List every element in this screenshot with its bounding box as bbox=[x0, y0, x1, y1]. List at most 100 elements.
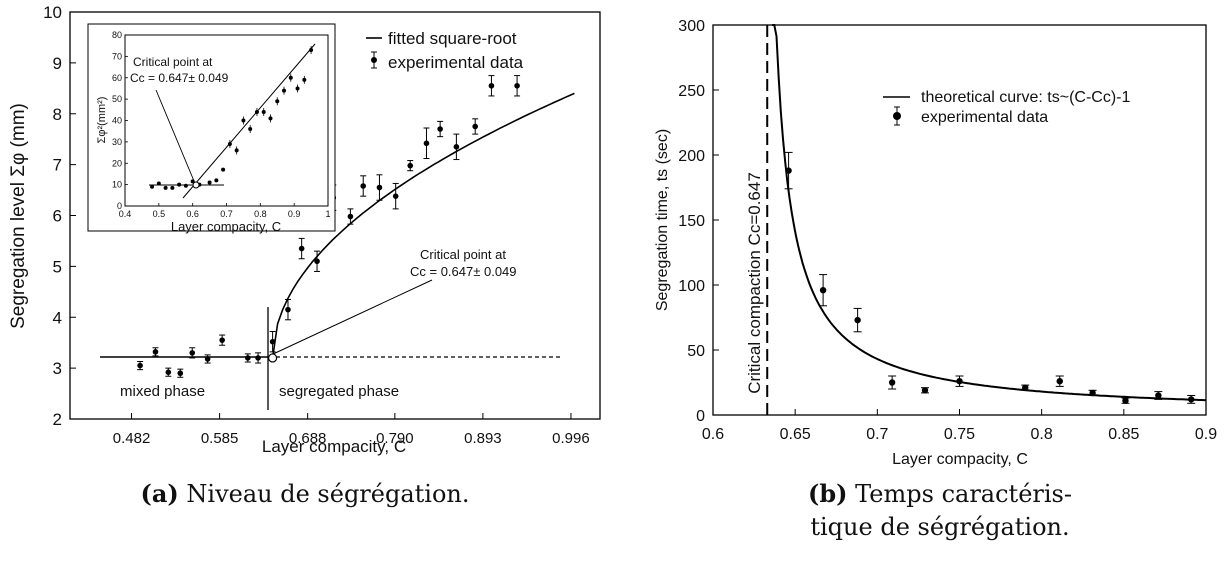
inset-xtick-label: 0.5 bbox=[153, 209, 166, 219]
a-marker bbox=[152, 349, 159, 355]
a-marker bbox=[472, 123, 478, 130]
a-ytick-label: 5 bbox=[53, 257, 62, 276]
b-data-point bbox=[1088, 389, 1097, 397]
a-data-point bbox=[423, 127, 430, 160]
a-marker bbox=[189, 350, 196, 356]
a-marker bbox=[514, 82, 520, 89]
inset-xtick-label: 0.9 bbox=[288, 209, 301, 219]
b-marker bbox=[921, 387, 929, 394]
inset-marker bbox=[177, 182, 182, 187]
inset-xtick-label: 1 bbox=[325, 209, 330, 219]
b-ytick-label: 200 bbox=[678, 148, 705, 165]
b-marker bbox=[1022, 384, 1029, 391]
inset-marker bbox=[241, 118, 246, 123]
a-data-point bbox=[376, 174, 383, 201]
panel-b-plot-frame bbox=[712, 24, 1207, 416]
a-ytick-label: 9 bbox=[53, 54, 62, 73]
inset-data-point bbox=[170, 185, 175, 190]
b-xtick-label: 0.9 bbox=[1195, 426, 1217, 443]
theoretical-curve bbox=[772, 24, 1207, 402]
b-ytick-label: 150 bbox=[678, 213, 705, 230]
b-marker bbox=[888, 379, 896, 386]
inset-data-point bbox=[288, 73, 293, 82]
inset-critical-pointer bbox=[155, 89, 195, 182]
a-data-point bbox=[189, 347, 196, 359]
a-ytick-label: 3 bbox=[53, 359, 62, 378]
b-data-point bbox=[1187, 395, 1196, 404]
b-data-point bbox=[955, 375, 964, 387]
inset-marker bbox=[288, 75, 293, 80]
a-marker bbox=[392, 193, 399, 199]
inset-ytick-label: 30 bbox=[112, 137, 122, 147]
a-data-point bbox=[488, 75, 495, 97]
inset-ytick-label: 20 bbox=[112, 158, 122, 168]
a-data-point bbox=[453, 133, 460, 161]
a-data-point bbox=[204, 354, 211, 364]
a-marker bbox=[314, 258, 320, 265]
inset-data-point bbox=[214, 178, 219, 183]
mixed-phase-label: mixed phase bbox=[120, 383, 205, 400]
a-marker bbox=[285, 306, 291, 313]
a-ytick-label: 8 bbox=[53, 105, 62, 124]
inset-data-point bbox=[227, 140, 232, 149]
inset-marker bbox=[183, 183, 188, 188]
inset-data-point bbox=[241, 116, 246, 125]
caption-b-letter: (b) bbox=[808, 479, 848, 508]
b-xtick-label: 0.8 bbox=[1031, 426, 1053, 443]
panel-a-legend: fitted square-root experimental data bbox=[366, 29, 524, 72]
a-data-point bbox=[219, 334, 226, 346]
inset-marker bbox=[275, 99, 280, 104]
inset-data-point bbox=[295, 84, 300, 93]
inset-marker bbox=[261, 109, 266, 114]
a-data-point bbox=[314, 250, 321, 272]
b-data-point bbox=[1055, 375, 1064, 387]
caption-b-text-line2: tique de ségrégation. bbox=[810, 513, 1070, 541]
a-marker bbox=[488, 82, 495, 89]
inset-marker bbox=[282, 88, 287, 93]
a-marker bbox=[407, 162, 414, 169]
a-xtick-label: 0.996 bbox=[552, 430, 590, 447]
a-xtick-label: 0.893 bbox=[464, 430, 502, 447]
inset-marker bbox=[207, 180, 212, 185]
a-marker bbox=[437, 126, 443, 132]
inset-xtick-label: 0.7 bbox=[220, 209, 233, 219]
inset-ytick-label: 70 bbox=[112, 51, 122, 61]
a-xtick-label: 0.482 bbox=[113, 430, 151, 447]
b-data-point bbox=[784, 151, 793, 190]
critical-point-pointer bbox=[270, 279, 433, 356]
a-ytick-label: 6 bbox=[53, 207, 62, 226]
inset-frame bbox=[87, 23, 336, 232]
a-marker bbox=[165, 369, 172, 375]
inset-marker bbox=[221, 167, 226, 172]
b-ytick-label: 50 bbox=[687, 343, 705, 360]
a-marker bbox=[177, 370, 184, 377]
b-marker bbox=[1089, 389, 1096, 397]
panel-b-xlabel: Layer compacity, C bbox=[892, 451, 1028, 468]
b-ytick-label: 100 bbox=[678, 278, 705, 295]
b-data-point bbox=[853, 307, 862, 333]
inset-marker bbox=[234, 148, 239, 153]
inset-ytick-label: 40 bbox=[112, 116, 122, 126]
caption-a-letter: (a) bbox=[140, 479, 179, 508]
inset-marker bbox=[302, 77, 307, 82]
caption-a: (a) Niveau de ségrégation. bbox=[95, 477, 515, 511]
inset-marker bbox=[156, 181, 161, 186]
b-marker bbox=[1056, 378, 1063, 385]
inset-marker bbox=[295, 86, 300, 91]
inset-data-point bbox=[163, 185, 168, 190]
legend-b-data-label: experimental data bbox=[921, 109, 1048, 126]
b-data-point bbox=[888, 375, 897, 390]
a-ytick-label: 4 bbox=[53, 308, 62, 327]
b-marker bbox=[956, 378, 963, 385]
legend-theory-label: theoretical curve: ts~(C-Cc)-1 bbox=[921, 89, 1130, 106]
critical-point-label-line2: Cc = 0.647± 0.049 bbox=[410, 264, 517, 279]
inset-data-point bbox=[275, 97, 280, 106]
inset-data-point bbox=[221, 167, 226, 172]
caption-b-line1: (b) Temps caractéris- bbox=[760, 477, 1120, 511]
inset-ytick-label: 50 bbox=[112, 94, 122, 104]
inset-critical-label-line1: Critical point at bbox=[133, 55, 213, 69]
inset-data-point bbox=[302, 75, 307, 84]
inset-data-point bbox=[183, 183, 188, 188]
